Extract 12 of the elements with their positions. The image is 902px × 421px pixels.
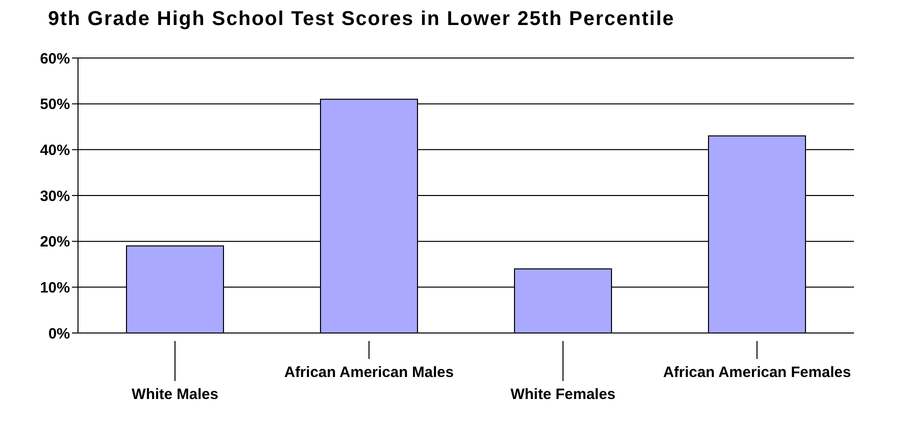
y-tick-label: 20% [40, 234, 70, 251]
y-tick-label: 0% [48, 325, 70, 342]
y-tick-label: 50% [40, 96, 70, 114]
y-tick-label: 40% [40, 142, 70, 159]
chart-title: 9th Grade High School Test Scores in Lower 25th Percentile [48, 8, 676, 32]
x-tick-label: African American Males [284, 364, 454, 381]
x-tick-label: White Males [132, 386, 218, 403]
y-tick-label: 10% [40, 279, 70, 296]
y-tick-label: 60% [40, 50, 70, 68]
x-tick-label: African American Females [663, 364, 851, 381]
y-tick-label: 30% [40, 188, 70, 205]
x-tick-label: White Females [510, 386, 616, 403]
